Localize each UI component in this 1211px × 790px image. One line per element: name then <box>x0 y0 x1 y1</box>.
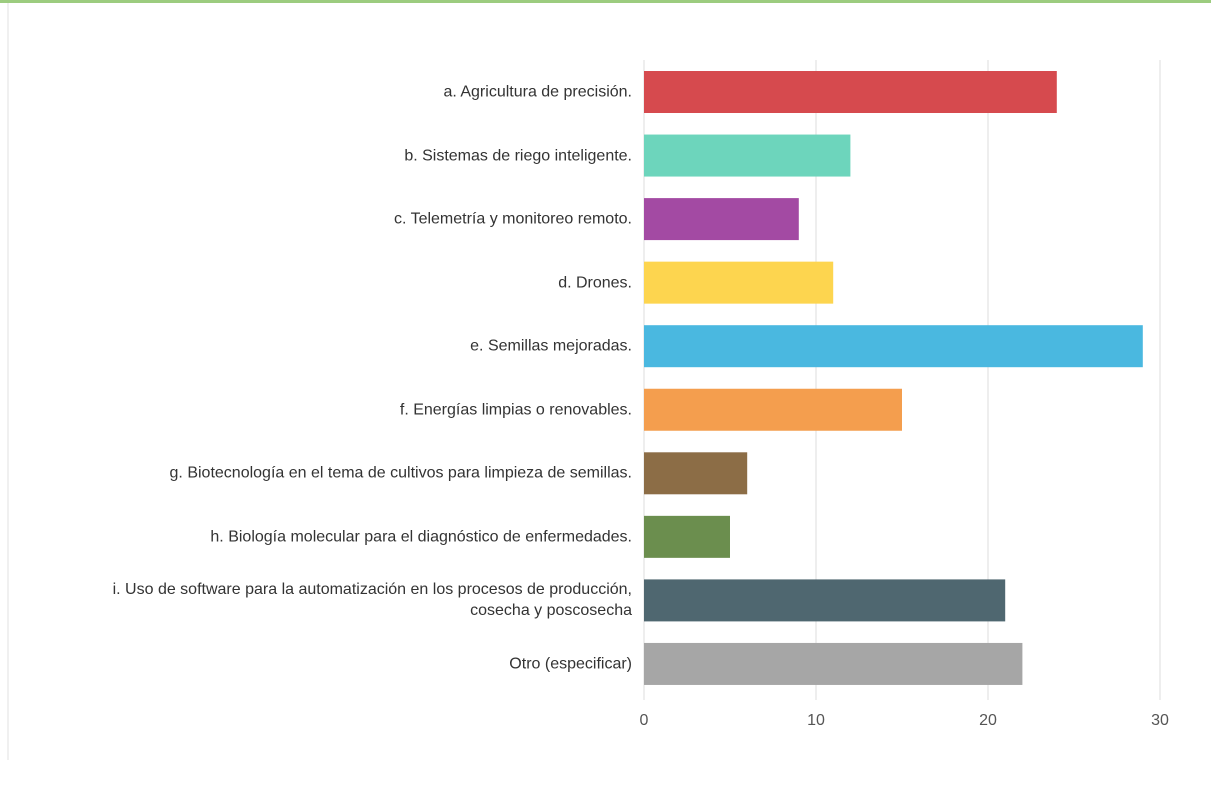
top-border <box>0 0 1211 3</box>
bar <box>644 135 850 177</box>
y-tick-label: f. Energías limpias o renovables. <box>102 399 632 420</box>
y-tick-label: c. Telemetría y monitoreo remoto. <box>102 209 632 230</box>
bar <box>644 262 833 304</box>
x-tick-label: 10 <box>807 712 825 729</box>
x-tick-label: 30 <box>1151 712 1169 729</box>
bar <box>644 643 1022 685</box>
bar <box>644 516 730 558</box>
y-tick-label: Otro (especificar) <box>102 653 632 674</box>
x-tick-label: 20 <box>979 712 997 729</box>
y-tick-label: a. Agricultura de precisión. <box>102 82 632 103</box>
bar <box>644 389 902 431</box>
bar <box>644 579 1005 621</box>
y-tick-label: d. Drones. <box>102 272 632 293</box>
y-tick-label: b. Sistemas de riego inteligente. <box>102 145 632 166</box>
x-tick-label: 0 <box>640 712 649 729</box>
bar <box>644 71 1057 113</box>
y-tick-label: e. Semillas mejoradas. <box>102 336 632 357</box>
bar <box>644 325 1143 367</box>
screenshot: 0 10 20 30 a. Agricultura de precisión. b. S… <box>0 0 1211 790</box>
bar <box>644 452 747 494</box>
y-tick-label: h. Biología molecular para el diagnóstic… <box>102 526 632 547</box>
bar <box>644 198 799 240</box>
y-tick-label: i. Uso de software para la automatizació… <box>102 579 632 621</box>
y-tick-label: g. Biotecnología en el tema de cultivos … <box>102 463 632 484</box>
